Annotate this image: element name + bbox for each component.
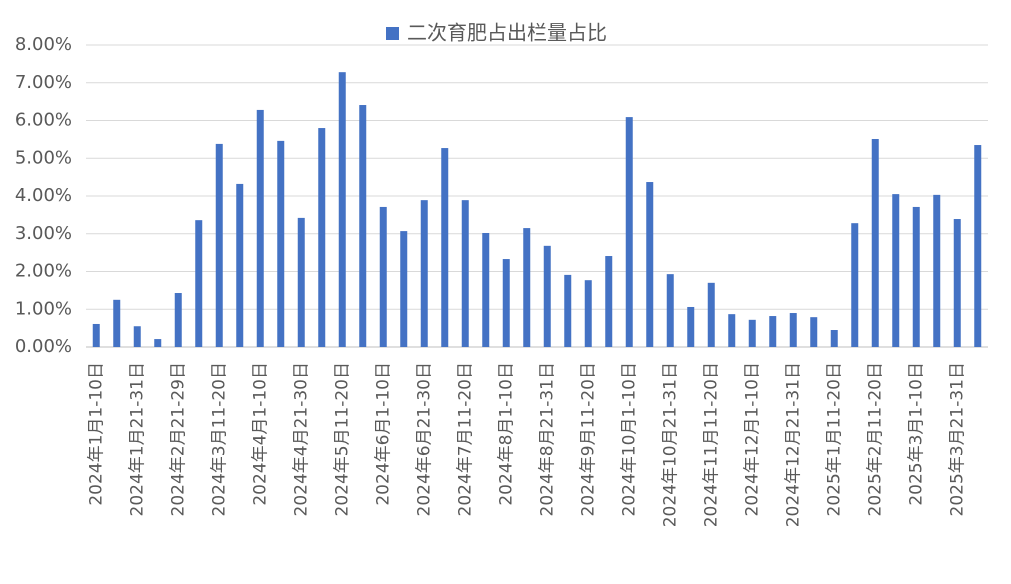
bar	[502, 259, 510, 347]
x-tick-label: 2024年2月21-29日	[168, 362, 188, 516]
bar	[359, 105, 367, 348]
x-tick-label: 2025年1月11-20日	[824, 362, 844, 516]
bar	[420, 200, 428, 347]
bar	[461, 200, 469, 347]
x-tick-label: 2024年8月1-10日	[496, 362, 516, 506]
bar	[523, 228, 531, 347]
bar	[379, 206, 387, 347]
bar	[133, 326, 141, 347]
bar	[687, 306, 695, 347]
bar	[154, 339, 162, 347]
x-tick-label: 2024年4月21-30日	[291, 362, 311, 516]
y-tick-label: 1.00%	[15, 298, 72, 319]
bar	[871, 138, 879, 347]
x-tick-label: 2024年8月21-31日	[537, 362, 557, 516]
bar	[297, 217, 305, 347]
x-tick-label: 2024年6月21-30日	[414, 362, 434, 516]
y-tick-label: 4.00%	[15, 185, 72, 206]
bar	[605, 256, 613, 347]
y-tick-label: 7.00%	[15, 72, 72, 93]
y-tick-label: 3.00%	[15, 223, 72, 244]
bar	[318, 128, 326, 347]
bar	[625, 117, 633, 347]
bar	[769, 316, 777, 347]
bar	[707, 282, 715, 347]
x-tick-label: 2025年3月21-31日	[947, 362, 967, 516]
bar	[441, 148, 449, 347]
x-tick-label: 2024年1月21-31日	[127, 362, 147, 516]
bar	[789, 313, 797, 347]
y-tick-label: 8.00%	[15, 34, 72, 55]
bar	[810, 317, 818, 347]
bar	[277, 140, 285, 347]
legend-label: 二次育肥占出栏量占比	[407, 21, 607, 45]
y-tick-label: 5.00%	[15, 147, 72, 168]
x-tick-label: 2024年11月11-20日	[701, 362, 721, 527]
bar	[564, 274, 572, 347]
bar	[728, 314, 736, 347]
x-tick-label: 2024年9月11-20日	[578, 362, 598, 516]
bar	[666, 274, 674, 347]
bar	[174, 293, 182, 347]
bar	[933, 194, 941, 347]
bar	[748, 319, 756, 347]
bar	[236, 183, 244, 347]
x-tick-label: 2024年5月11-20日	[332, 362, 352, 516]
x-tick-label: 2024年10月21-31日	[660, 362, 680, 527]
bar	[953, 219, 961, 347]
x-tick-label: 2024年12月1-10日	[742, 362, 762, 516]
legend-swatch	[386, 27, 399, 40]
bar	[974, 145, 982, 347]
x-tick-label: 2024年3月11-20日	[209, 362, 229, 516]
x-tick-label: 2024年10月1-10日	[619, 362, 639, 516]
x-tick-label: 2024年7月11-20日	[455, 362, 475, 516]
bar	[215, 143, 223, 347]
bar	[92, 323, 100, 347]
x-tick-label: 2025年2月11-20日	[865, 362, 885, 516]
bar	[543, 245, 551, 347]
y-tick-label: 2.00%	[15, 261, 72, 282]
y-tick-label: 6.00%	[15, 110, 72, 131]
x-tick-label: 2024年12月21-31日	[783, 362, 803, 527]
bar	[892, 194, 900, 347]
x-tick-label: 2024年4月1-10日	[250, 362, 270, 506]
x-tick-label: 2025年3月1-10日	[906, 362, 926, 506]
bar	[482, 232, 490, 347]
x-tick-label: 2024年1月1-10日	[86, 362, 106, 506]
bar	[400, 231, 408, 347]
bar	[830, 330, 838, 347]
bar	[912, 206, 920, 347]
x-tick-label: 2024年6月1-10日	[373, 362, 393, 506]
bar	[584, 280, 592, 347]
bar	[256, 109, 264, 348]
bar	[646, 182, 654, 347]
bar	[851, 223, 859, 347]
bar	[113, 299, 121, 347]
bar	[195, 220, 203, 347]
y-tick-label: 0.00%	[15, 336, 72, 357]
bar	[338, 72, 346, 348]
